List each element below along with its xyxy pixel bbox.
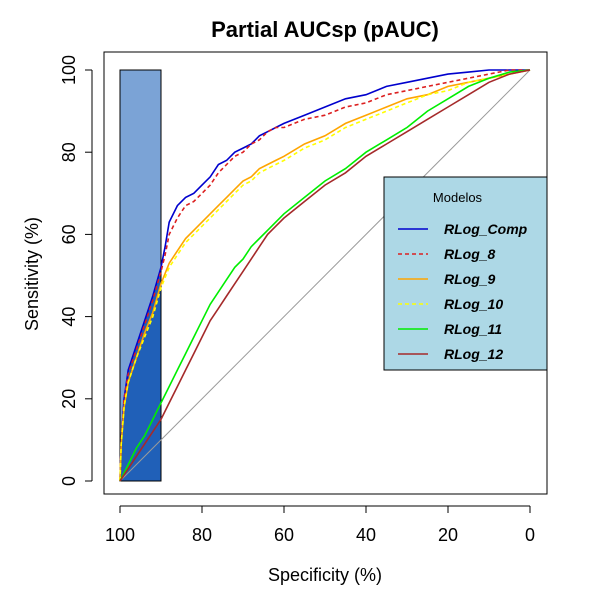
legend-label: RLog_Comp [444,221,528,237]
legend-box [383,176,548,371]
legend-label: RLog_11 [444,321,502,337]
series-line-rlog-8 [119,69,530,482]
x-tick-label: 100 [105,525,135,545]
y-tick-label: 0 [59,476,79,486]
y-tick-label: 60 [59,224,79,244]
series-line-rlog-12 [119,69,531,482]
legend-title: Modelos [433,190,483,205]
x-tick-label: 60 [274,525,294,545]
y-tick-label: 20 [59,389,79,409]
y-tick-label: 40 [59,307,79,327]
legend-label: RLog_8 [444,246,496,262]
legend-label: RLog_9 [444,271,496,287]
x-axis-label: Specificity (%) [268,565,382,585]
chart-title: Partial AUCsp (pAUC) [211,17,439,42]
legend-label: RLog_10 [444,296,503,312]
y-axis-label: Sensitivity (%) [22,217,42,331]
x-tick-label: 20 [438,525,458,545]
legend-label: RLog_12 [444,346,503,362]
reference-diagonal [119,69,531,482]
legend: Modelos RLog_Comp RLog_8 RLog_9 RLog_10 RLog_… [383,176,548,371]
x-tick-label: 80 [192,525,212,545]
series-line-rlog-9 [119,69,531,482]
partial-auc-region-border [119,69,162,482]
y-tick-label: 80 [59,142,79,162]
y-tick-label: 100 [59,55,79,85]
x-tick-label: 40 [356,525,376,545]
series-line-rlog-10 [119,69,531,482]
x-tick-label: 0 [525,525,535,545]
series-line-rlog-comp [119,69,530,482]
series-line-rlog-11 [119,69,531,482]
